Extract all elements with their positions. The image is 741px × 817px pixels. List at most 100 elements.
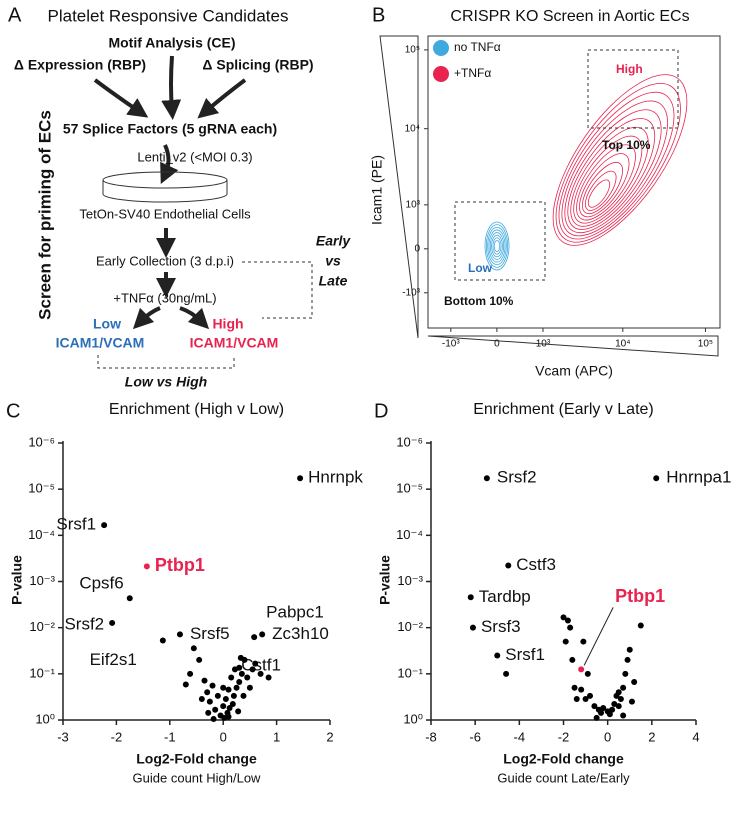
point bbox=[615, 689, 622, 696]
point bbox=[593, 714, 600, 721]
x-tick-label: 10⁵ bbox=[698, 339, 713, 350]
axis-label: Log2-Fold change bbox=[503, 751, 624, 767]
point-label: Srsf5 bbox=[190, 624, 230, 643]
low-label: ICAM1/VCAM bbox=[56, 335, 145, 351]
point-label: Cpsf6 bbox=[79, 574, 123, 593]
point bbox=[205, 709, 212, 716]
x-tick-label: 2 bbox=[648, 729, 655, 744]
point bbox=[617, 695, 624, 702]
y-tick-label: 10⁻¹ bbox=[29, 665, 55, 680]
contour bbox=[487, 226, 507, 266]
point bbox=[615, 703, 622, 710]
x-tick-label: -4 bbox=[514, 729, 526, 744]
point bbox=[238, 670, 245, 677]
step-text: +TNFα (30ng/mL) bbox=[113, 290, 216, 305]
point bbox=[606, 711, 613, 718]
point bbox=[220, 703, 227, 710]
point-label: Srsf2 bbox=[497, 468, 537, 487]
point bbox=[212, 706, 219, 713]
point bbox=[503, 670, 510, 677]
scale-wedge bbox=[379, 35, 419, 339]
point bbox=[229, 700, 236, 707]
x-tick-label: 1 bbox=[273, 729, 280, 744]
legend-label: no TNFα bbox=[454, 40, 501, 54]
point bbox=[228, 674, 235, 681]
y-tick-label: 10⁻⁴ bbox=[28, 527, 55, 542]
point bbox=[505, 562, 512, 569]
gate-label: High bbox=[616, 62, 643, 76]
point bbox=[591, 703, 598, 710]
contour bbox=[576, 144, 636, 221]
point bbox=[237, 654, 244, 661]
y-tick-label: 10⁻¹ bbox=[397, 665, 423, 680]
point-label: Cstf3 bbox=[516, 555, 556, 574]
point bbox=[187, 670, 194, 677]
contour bbox=[488, 229, 506, 263]
contour bbox=[567, 118, 656, 230]
point bbox=[252, 660, 259, 667]
gate-note: Bottom 10% bbox=[444, 294, 514, 308]
y-tick-label: 10³ bbox=[406, 199, 421, 210]
point bbox=[467, 594, 474, 601]
legend-marker bbox=[433, 40, 449, 56]
point-label: Zc3h10 bbox=[272, 624, 329, 643]
y-tick-label: 10⁻² bbox=[397, 619, 423, 634]
point bbox=[562, 638, 569, 645]
axis-label: Vcam (APC) bbox=[535, 363, 613, 379]
point bbox=[265, 674, 272, 681]
point bbox=[620, 712, 627, 719]
compare-label: Late bbox=[319, 273, 348, 289]
point bbox=[578, 686, 585, 693]
compare-label: Early bbox=[316, 233, 351, 249]
legend-marker bbox=[433, 66, 449, 82]
point bbox=[637, 622, 644, 629]
arrows bbox=[93, 55, 247, 330]
contour bbox=[552, 74, 688, 246]
axis-label: Log2-Fold change bbox=[136, 751, 257, 767]
y-tick-label: 10⁻⁶ bbox=[396, 434, 423, 449]
point bbox=[624, 656, 631, 663]
panel-letter: A bbox=[8, 4, 22, 26]
point bbox=[582, 695, 589, 702]
x-tick-label: -3 bbox=[57, 729, 69, 744]
contour bbox=[489, 232, 505, 260]
step-text: Lenti_v2 (<MOI 0.3) bbox=[137, 149, 252, 164]
step-text: TetOn-SV40 Endothelial Cells bbox=[79, 206, 251, 221]
contour bbox=[492, 237, 502, 255]
point-label: Ptbp1 bbox=[155, 555, 205, 575]
leader-line bbox=[583, 607, 614, 666]
point bbox=[201, 677, 208, 684]
x-tick-label: -1 bbox=[164, 729, 176, 744]
contour bbox=[564, 109, 662, 234]
y-tick-label: -10³ bbox=[402, 287, 420, 298]
point bbox=[196, 656, 203, 663]
panel-title: Enrichment (Early v Late) bbox=[473, 401, 654, 418]
contour bbox=[573, 135, 643, 224]
point-label: Hnrnpa1 bbox=[666, 468, 731, 487]
point bbox=[214, 692, 221, 699]
point bbox=[578, 666, 585, 673]
point bbox=[226, 705, 233, 712]
dish bbox=[102, 171, 228, 203]
contour bbox=[558, 91, 675, 240]
point bbox=[631, 678, 638, 685]
gate-note: Top 10% bbox=[602, 138, 651, 152]
y-tick-label: 10⁰ bbox=[35, 711, 55, 726]
point bbox=[236, 678, 243, 685]
y-tick-label: 10⁰ bbox=[403, 711, 423, 726]
point bbox=[209, 682, 216, 689]
legend-label: +TNFα bbox=[454, 66, 491, 80]
point bbox=[198, 695, 205, 702]
y-tick-label: 10⁵ bbox=[405, 45, 420, 56]
point bbox=[584, 670, 591, 677]
contour bbox=[491, 234, 503, 258]
y-tick-label: 10⁻⁵ bbox=[28, 481, 55, 496]
x-tick-label: -2 bbox=[558, 729, 570, 744]
x-tick-label: 0 bbox=[604, 729, 611, 744]
point bbox=[240, 692, 247, 699]
point bbox=[580, 638, 587, 645]
point-label: Tardbp bbox=[479, 587, 531, 606]
x-tick-label: 10³ bbox=[536, 339, 551, 350]
contour bbox=[484, 221, 510, 271]
x-tick-label: -8 bbox=[425, 729, 437, 744]
